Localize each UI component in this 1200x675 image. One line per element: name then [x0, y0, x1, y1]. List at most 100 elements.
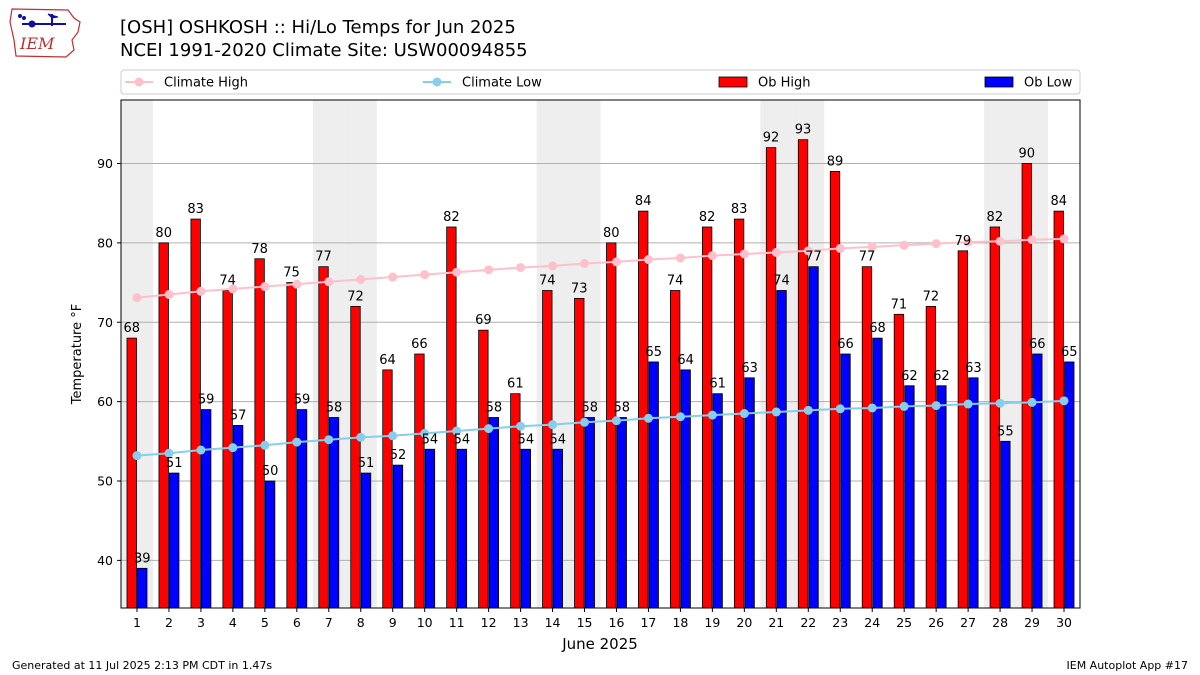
ob-low-label-day-18: 64 — [677, 353, 694, 368]
ob-low-label-day-14: 54 — [550, 432, 567, 447]
ob-high-label-day-12: 69 — [475, 313, 492, 328]
legend-ob-low-swatch — [984, 76, 1014, 88]
climate-low-point-day-23 — [835, 404, 845, 414]
ob-low-label-day-26: 62 — [933, 369, 950, 384]
y-tick-label-80: 80 — [97, 235, 113, 250]
climate-high-point-day-17 — [643, 255, 653, 265]
climate-low-point-day-28 — [995, 398, 1005, 408]
legend-climate-low-label: Climate Low — [462, 76, 542, 91]
climate-low-point-day-7 — [324, 435, 334, 445]
climate-high-point-day-3 — [196, 286, 206, 296]
climate-high-point-day-13 — [516, 262, 526, 272]
x-tick-label-8: 8 — [357, 615, 365, 630]
ob-low-bar-day-11 — [456, 448, 468, 609]
legend-climate-high-marker — [134, 77, 144, 87]
x-tick-label-14: 14 — [545, 615, 561, 630]
climate-high-point-day-2 — [164, 289, 174, 299]
ob-low-bar-day-23 — [840, 353, 851, 609]
ob-low-bar-day-18 — [680, 369, 691, 609]
ob-high-label-day-5: 78 — [251, 242, 268, 257]
x-tick-label-5: 5 — [261, 615, 269, 630]
legend-climate-high-label: Climate High — [164, 76, 248, 91]
ob-high-label-day-13: 61 — [507, 377, 524, 392]
chart-subtitle: NCEI 1991-2020 Climate Site: USW00094855 — [120, 40, 528, 61]
ob-high-label-day-24: 77 — [859, 250, 876, 265]
climate-high-point-day-29 — [1027, 235, 1037, 245]
ob-low-label-day-17: 65 — [645, 345, 662, 360]
ob-low-label-day-9: 52 — [390, 448, 407, 463]
climate-low-point-day-17 — [643, 413, 653, 423]
ob-low-bar-day-17 — [648, 361, 659, 609]
climate-high-point-day-1 — [132, 293, 142, 303]
x-tick-label-16: 16 — [609, 615, 625, 630]
ob-high-label-day-21: 92 — [763, 131, 780, 146]
ob-low-bar-day-25 — [904, 385, 915, 609]
weekend-shade-day-21 — [760, 100, 793, 608]
ob-high-bar-day-24 — [861, 266, 873, 609]
ob-low-bar-day-16 — [616, 417, 627, 609]
x-tick-label-30: 30 — [1056, 615, 1072, 630]
ob-high-bar-day-30 — [1053, 210, 1064, 609]
ob-low-label-day-12: 58 — [486, 401, 503, 416]
ob-high-bar-day-14 — [542, 290, 553, 609]
climate-high-line — [136, 237, 1065, 299]
plot-frame — [120, 99, 1081, 609]
x-tick-label-26: 26 — [928, 615, 944, 630]
ob-high-label-day-22: 93 — [795, 123, 812, 138]
ob-high-bar-day-3 — [190, 218, 201, 609]
climate-low-point-day-18 — [675, 412, 685, 422]
ob-low-label-day-24: 68 — [869, 321, 886, 336]
ob-high-label-day-6: 75 — [283, 266, 300, 281]
ob-low-bar-day-21 — [776, 290, 787, 609]
x-tick-label-20: 20 — [736, 615, 752, 630]
climate-high-point-day-20 — [739, 249, 749, 259]
ob-low-bar-day-22 — [808, 266, 819, 609]
ob-low-bar-day-3 — [201, 409, 212, 609]
climate-high-point-day-15 — [580, 259, 590, 269]
ob-low-label-day-11: 54 — [454, 432, 471, 447]
ob-low-bar-day-24 — [872, 337, 883, 609]
ob-low-label-day-30: 65 — [1061, 345, 1078, 360]
climate-low-point-day-30 — [1059, 396, 1069, 406]
ob-high-bar-day-16 — [606, 242, 617, 609]
x-tick-label-9: 9 — [389, 615, 397, 630]
ob-low-label-day-3: 59 — [198, 393, 215, 408]
weather-station-icon — [18, 13, 66, 28]
climate-high-point-day-10 — [420, 270, 430, 280]
ob-low-bar-day-4 — [232, 425, 244, 609]
climate-low-point-day-29 — [1027, 397, 1037, 407]
climate-low-point-day-4 — [228, 443, 238, 453]
x-tick-label-22: 22 — [800, 615, 816, 630]
ob-low-bar-day-5 — [264, 480, 276, 609]
iem-logo: IEM — [9, 8, 81, 58]
climate-low-point-day-20 — [739, 409, 749, 419]
ob-high-label-day-7: 77 — [315, 250, 332, 265]
ob-high-bar-day-25 — [893, 313, 905, 609]
climate-high-point-day-23 — [835, 243, 845, 253]
x-axis-label: June 2025 — [561, 635, 638, 653]
x-tick-label-27: 27 — [960, 615, 976, 630]
x-tick-label-21: 21 — [768, 615, 784, 630]
x-tick-label-24: 24 — [864, 615, 880, 630]
climate-low-point-day-12 — [484, 424, 494, 434]
ob-high-bar-day-10 — [414, 353, 425, 609]
footer-app-text: IEM Autoplot App #17 — [1066, 659, 1189, 672]
ob-low-label-day-8: 51 — [358, 456, 375, 471]
ob-low-label-day-13: 54 — [518, 432, 535, 447]
climate-high-point-day-6 — [292, 279, 302, 289]
ob-high-label-day-30: 84 — [1050, 194, 1067, 209]
ob-low-label-day-29: 66 — [1029, 337, 1046, 352]
ob-high-bar-day-29 — [1021, 163, 1032, 609]
legend-ob-high-swatch — [718, 76, 748, 88]
climate-high-point-day-4 — [228, 284, 238, 294]
x-tick-label-15: 15 — [577, 615, 593, 630]
ob-high-bar-day-15 — [574, 298, 585, 609]
legend-ob-low-label: Ob Low — [1024, 76, 1073, 91]
ob-low-label-day-7: 58 — [326, 401, 343, 416]
weekend-shade-day-1 — [121, 100, 153, 608]
climate-low-point-day-10 — [420, 428, 430, 438]
climate-low-point-day-5 — [260, 440, 270, 450]
ob-high-bar-day-9 — [382, 369, 393, 609]
ob-high-bar-day-26 — [925, 305, 937, 609]
